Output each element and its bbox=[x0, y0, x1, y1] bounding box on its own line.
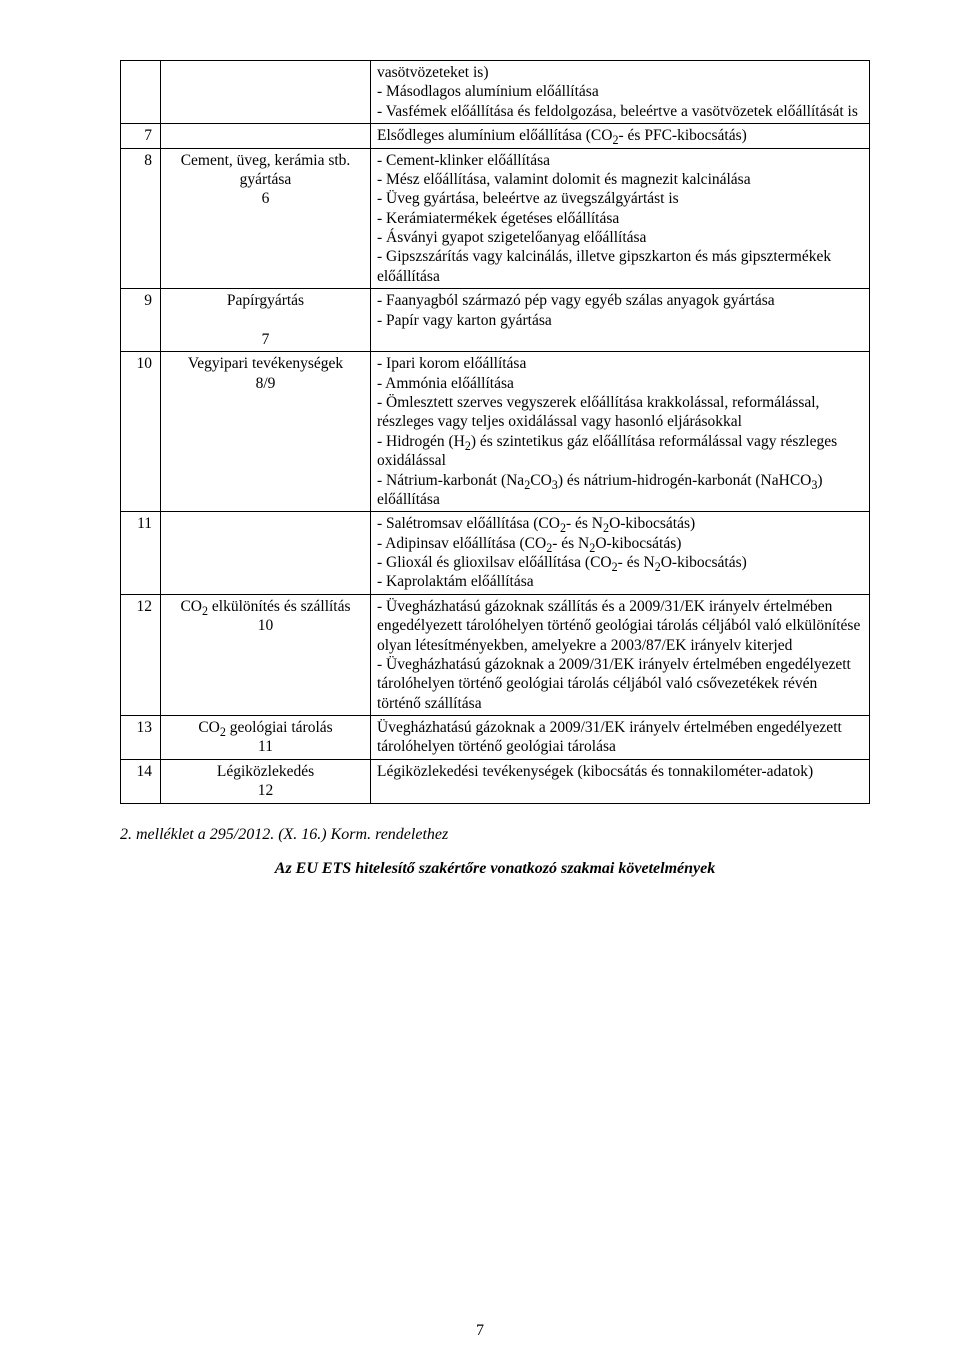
table-row: 12CO2 elkülönítés és szállítás10- Üveghá… bbox=[121, 594, 870, 715]
row-number: 12 bbox=[121, 594, 161, 715]
row-number: 11 bbox=[121, 512, 161, 595]
row-description: - Cement-klinker előállítása- Mész előál… bbox=[371, 148, 870, 289]
row-number bbox=[121, 61, 161, 124]
row-label bbox=[161, 124, 371, 148]
row-label: CO2 geológiai tárolás11 bbox=[161, 716, 371, 760]
row-number: 13 bbox=[121, 716, 161, 760]
row-description: Elsődleges alumínium előállítása (CO2- é… bbox=[371, 124, 870, 148]
table-row: 8Cement, üveg, kerámia stb. gyártása6- C… bbox=[121, 148, 870, 289]
row-label: Papírgyártás7 bbox=[161, 289, 371, 352]
row-number: 8 bbox=[121, 148, 161, 289]
row-description: Légiközlekedési tevékenységek (kibocsátá… bbox=[371, 759, 870, 803]
row-number: 10 bbox=[121, 352, 161, 512]
table-row: 10Vegyipari tevékenységek8/9- Ipari koro… bbox=[121, 352, 870, 512]
row-label: Vegyipari tevékenységek8/9 bbox=[161, 352, 371, 512]
row-label: Légiközlekedés12 bbox=[161, 759, 371, 803]
table-row: 9Papírgyártás7- Faanyagból származó pép … bbox=[121, 289, 870, 352]
row-label bbox=[161, 61, 371, 124]
row-description: - Ipari korom előállítása- Ammónia előál… bbox=[371, 352, 870, 512]
row-description: - Faanyagból származó pép vagy egyéb szá… bbox=[371, 289, 870, 352]
row-description: Üvegházhatású gázoknak a 2009/31/EK irán… bbox=[371, 716, 870, 760]
row-description: vasötvözeteket is)- Másodlagos alumínium… bbox=[371, 61, 870, 124]
row-number: 14 bbox=[121, 759, 161, 803]
row-description: - Üvegházhatású gázoknak szállítás és a … bbox=[371, 594, 870, 715]
table-body: vasötvözeteket is)- Másodlagos alumínium… bbox=[121, 61, 870, 804]
row-label: CO2 elkülönítés és szállítás10 bbox=[161, 594, 371, 715]
table-row: 14Légiközlekedés12Légiközlekedési tevéke… bbox=[121, 759, 870, 803]
regulation-table: vasötvözeteket is)- Másodlagos alumínium… bbox=[120, 60, 870, 804]
page-number: 7 bbox=[0, 1322, 960, 1340]
row-number: 9 bbox=[121, 289, 161, 352]
section2-title: Az EU ETS hitelesítő szakértőre vonatkoz… bbox=[120, 860, 870, 878]
row-label bbox=[161, 512, 371, 595]
row-description: - Salétromsav előállítása (CO2- és N2O-k… bbox=[371, 512, 870, 595]
table-row: 7 Elsődleges alumínium előállítása (CO2- … bbox=[121, 124, 870, 148]
table-row: 13CO2 geológiai tárolás11Üvegházhatású g… bbox=[121, 716, 870, 760]
section2-reference: 2. melléklet a 295/2012. (X. 16.) Korm. … bbox=[120, 826, 870, 844]
table-row: vasötvözeteket is)- Másodlagos alumínium… bbox=[121, 61, 870, 124]
row-number: 7 bbox=[121, 124, 161, 148]
row-label: Cement, üveg, kerámia stb. gyártása6 bbox=[161, 148, 371, 289]
table-row: 11 - Salétromsav előállítása (CO2- és N2O… bbox=[121, 512, 870, 595]
